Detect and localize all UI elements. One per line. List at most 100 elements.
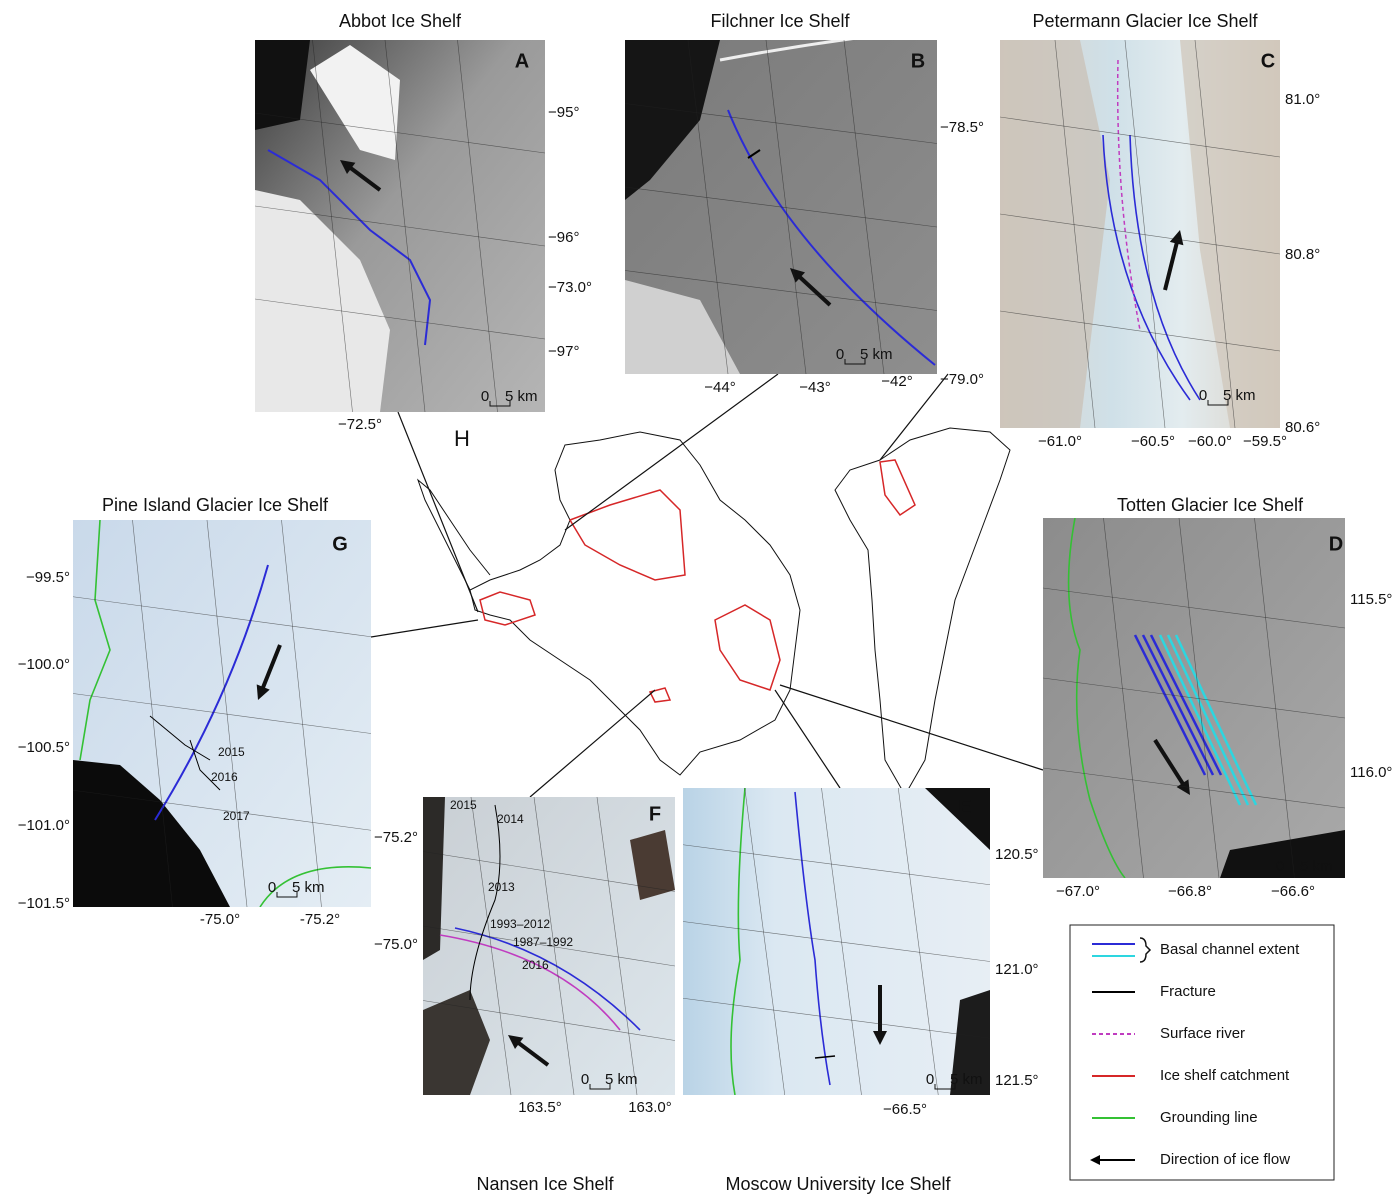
graticule [457, 40, 498, 412]
flow-arrow [515, 1040, 550, 1067]
scale-zero: 0 [268, 879, 276, 896]
coordinate-label: −61.0° [1038, 433, 1082, 450]
graticule [843, 40, 885, 374]
rock [423, 990, 490, 1095]
rock [310, 45, 400, 160]
map-panel [1000, 40, 1280, 428]
coordinate-label: −60.0° [1188, 433, 1232, 450]
graticule [206, 520, 248, 907]
year-label: 2016 [522, 958, 549, 972]
channel [1158, 634, 1242, 806]
rock [423, 797, 445, 960]
graticule [683, 844, 990, 886]
rock [255, 190, 390, 412]
coordinate-label: −79.0° [940, 371, 984, 388]
coordinate-label: −72.5° [338, 416, 382, 433]
coordinate-label: −73.0° [548, 279, 592, 296]
legend-label: Basal channel extent [1160, 941, 1300, 958]
legend: Basal channel extent Fracture Surface rive… [1069, 924, 1335, 1181]
coordinate-label: −59.5° [1243, 433, 1287, 450]
graticule [281, 520, 322, 907]
channel [1133, 634, 1207, 776]
overview-map [370, 373, 1044, 798]
map-panel [423, 797, 675, 1095]
map-panel [1043, 518, 1345, 878]
legend-label: Fracture [1160, 983, 1216, 1000]
graticule [1054, 40, 1096, 428]
grounding [1067, 518, 1126, 878]
catchment [648, 687, 672, 703]
graticule [255, 298, 545, 340]
year-label: 2015 [450, 798, 477, 812]
year-label: 1993–2012 [490, 917, 550, 931]
coordinate-label: 121.5° [995, 1072, 1039, 1089]
legend-label: Direction of ice flow [1160, 1151, 1290, 1168]
coordinate-label: −42° [881, 373, 912, 390]
coordinate-label: −78.5° [940, 119, 984, 136]
scale-bar [934, 1084, 956, 1090]
flow-arrow [347, 165, 382, 192]
connectors [370, 373, 1044, 798]
antarctica-outline [469, 431, 801, 776]
coordinate-label: −101.5° [18, 895, 70, 912]
water [625, 40, 720, 200]
catchment [479, 591, 536, 626]
scale-label: 5 km [950, 1071, 983, 1088]
year-label: 1987–1992 [513, 935, 573, 949]
graticule [255, 205, 545, 247]
coordinate-label: 121.0° [995, 961, 1039, 978]
coordinate-label: −100.0° [18, 656, 70, 673]
channel [727, 109, 936, 366]
connector [779, 684, 1044, 771]
coordinate-label: −43° [799, 379, 830, 396]
catchments [479, 459, 916, 703]
graticule [1254, 518, 1295, 878]
scale-bar [589, 1084, 611, 1090]
graticule [1043, 677, 1345, 719]
panel-letter: A [515, 50, 529, 72]
channel [1102, 134, 1191, 401]
channel [1174, 634, 1258, 806]
coordinate-label: −67.0° [1056, 883, 1100, 900]
graticule [1000, 116, 1280, 158]
connector [564, 373, 779, 531]
graticule [470, 797, 512, 1095]
channel [794, 791, 831, 1086]
panel-title: Totten Glacier Ice Shelf [1117, 495, 1304, 515]
coordinate-label: −95° [548, 104, 579, 121]
panel-title: Petermann Glacier Ice Shelf [1032, 11, 1258, 31]
coordinate-label: 115.5° [1350, 591, 1392, 608]
graticule [132, 520, 173, 907]
flow-arrow-head [1169, 230, 1184, 246]
coordinate-label: −75.2° [374, 829, 418, 846]
map-panel [625, 40, 937, 374]
flow-arrow-head [1176, 779, 1190, 795]
panel-title: Pine Island Glacier Ice Shelf [102, 495, 329, 515]
scale-bar [1207, 400, 1229, 406]
graticule [1043, 767, 1345, 809]
coordinate-label: -75.0° [200, 911, 240, 928]
coordinate-label: −99.5° [26, 569, 70, 586]
flow-arrow-head [873, 1031, 887, 1045]
water [73, 760, 230, 907]
shelf [625, 280, 740, 374]
graticule [687, 40, 729, 374]
catchment [879, 459, 916, 517]
fracture [747, 149, 761, 159]
year-label: 2014 [497, 812, 524, 826]
catchment [714, 604, 781, 691]
channel [1166, 634, 1250, 806]
coordinate-label: −101.0° [18, 817, 70, 834]
coordinate-label: -75.2° [300, 911, 340, 928]
map-panel [683, 788, 990, 1095]
rock [630, 830, 675, 900]
legend-arrow-head [1090, 1155, 1100, 1165]
panel-letter: F [649, 803, 661, 825]
scale-label: 5 km [605, 1071, 638, 1088]
peninsula-outline [416, 478, 491, 591]
scale-label: 5 km [505, 388, 538, 405]
connector [370, 619, 479, 638]
scale-zero: 0 [1199, 387, 1207, 404]
coordinate-label: 163.0° [628, 1099, 672, 1116]
graticule [73, 789, 371, 831]
